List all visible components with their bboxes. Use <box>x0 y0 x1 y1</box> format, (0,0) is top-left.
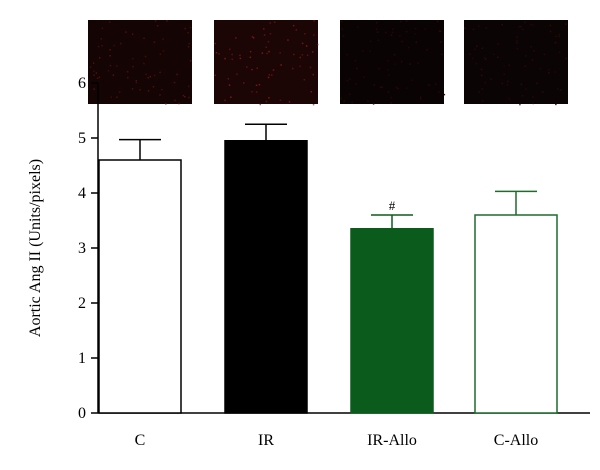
category-labels: C IR IR-Allo C-Allo <box>135 432 539 449</box>
bars: # <box>98 123 558 414</box>
micrograph-c <box>88 20 192 105</box>
significance-marker: # <box>389 198 396 213</box>
bar-ir <box>224 140 308 414</box>
micrograph-ir-allo <box>340 20 446 105</box>
y-ticks: 0 1 2 3 4 5 6 <box>78 75 98 422</box>
y-tick-label: 0 <box>78 405 86 422</box>
category-label-ir: IR <box>258 432 274 449</box>
bar-c <box>98 159 182 414</box>
bar-c-allo <box>474 214 558 414</box>
y-tick-label: 1 <box>78 350 86 367</box>
category-label-c: C <box>135 432 146 449</box>
y-tick-label: 2 <box>78 295 86 312</box>
micrograph-panels <box>88 20 568 106</box>
y-axis-title: Aortic Ang II (Units/pixels) <box>27 159 44 337</box>
micrograph-ir <box>214 20 319 106</box>
micrograph-c-allo <box>464 20 568 106</box>
bar-ir-allo <box>350 228 434 414</box>
category-label-c-allo: C-Allo <box>494 432 538 449</box>
y-tick-label: 5 <box>78 130 86 147</box>
y-tick-label: 4 <box>78 185 86 202</box>
category-label-ir-allo: IR-Allo <box>367 432 417 449</box>
y-tick-label: 3 <box>78 240 86 257</box>
y-tick-label: 6 <box>78 75 86 92</box>
